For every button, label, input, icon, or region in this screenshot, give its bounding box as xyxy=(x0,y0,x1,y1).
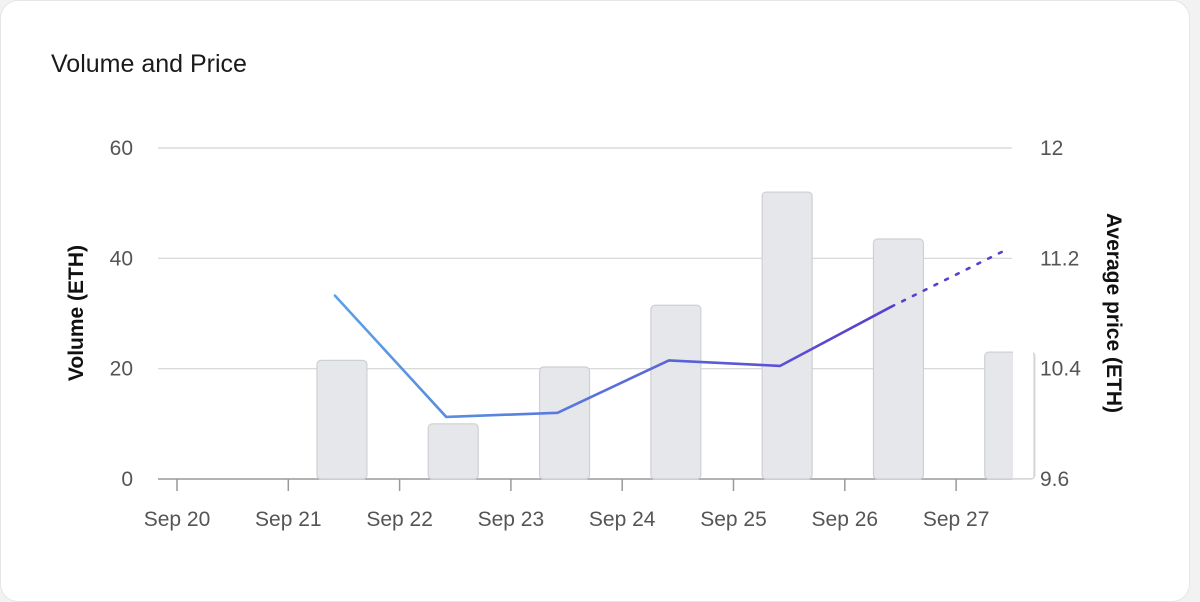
x-tick-label: Sep 22 xyxy=(366,508,433,531)
volume-bar xyxy=(650,304,702,480)
x-tick-label: Sep 24 xyxy=(589,508,656,531)
price-projection-line xyxy=(890,250,1005,308)
chart-title: Volume and Price xyxy=(51,50,247,78)
volume-price-chart: 0 20 40 60 9.6 10.4 11.2 12 Sep 20 Sep 21 Sep 22 Se… xyxy=(65,137,1125,531)
plot-edge-mask xyxy=(1013,143,1033,478)
volume-bar xyxy=(761,191,813,480)
volume-bar xyxy=(316,359,368,480)
volume-bar xyxy=(538,366,591,480)
volume-bar xyxy=(872,238,925,480)
y-right-tick-label: 11.2 xyxy=(1040,247,1079,270)
y-right-tick-label: 12 xyxy=(1040,137,1063,160)
volume-bar xyxy=(427,423,479,480)
x-tick-label: Sep 27 xyxy=(923,508,990,531)
x-tick-label: Sep 20 xyxy=(144,508,211,531)
x-tick-label: Sep 25 xyxy=(700,508,767,531)
x-tick-label: Sep 23 xyxy=(478,508,545,531)
y-right-tick-label: 10.4 xyxy=(1040,358,1081,381)
y-left-tick-label: 20 xyxy=(110,358,133,381)
y-right-axis-label: Average price (ETH) xyxy=(1102,213,1125,413)
x-tick-label: Sep 26 xyxy=(812,508,879,531)
y-left-tick-label: 0 xyxy=(121,468,133,491)
y-left-axis-label: Volume (ETH) xyxy=(65,245,88,381)
y-right-tick-label: 9.6 xyxy=(1040,468,1069,491)
y-left-tick-label: 60 xyxy=(110,137,133,160)
price-line xyxy=(333,294,893,419)
x-tick-label: Sep 21 xyxy=(255,508,322,531)
y-left-tick-label: 40 xyxy=(110,247,133,270)
